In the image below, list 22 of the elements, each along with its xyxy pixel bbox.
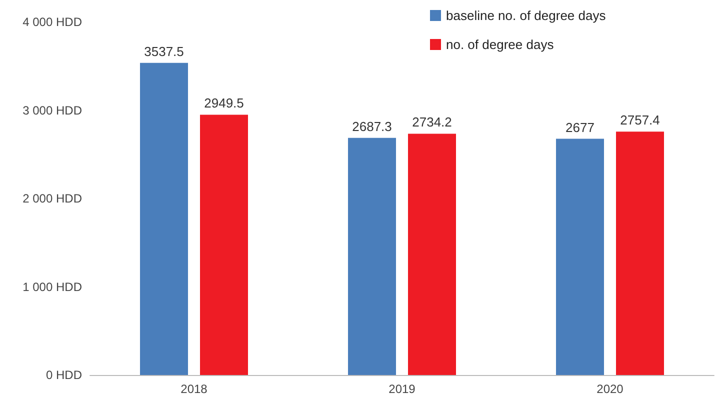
y-tick-label: 2 000 HDD (22, 192, 82, 206)
data-label: 2677 (566, 120, 594, 135)
bar (556, 138, 604, 375)
bar (348, 138, 396, 375)
data-label: 2949.5 (204, 96, 244, 111)
y-tick-label: 4 000 HDD (22, 15, 82, 29)
data-label: 2734.2 (412, 114, 452, 130)
legend-label: no. of degree days (446, 37, 554, 52)
y-tick-label: 0 HDD (46, 368, 82, 382)
y-tick-label: 3 000 HDD (22, 103, 82, 118)
data-label: 3537.5 (144, 44, 184, 59)
bar (140, 62, 188, 375)
bar (408, 134, 456, 375)
x-tick-label: 2020 (596, 382, 624, 396)
data-label: 2687.3 (352, 118, 392, 134)
bar (200, 114, 248, 375)
x-tick-label: 2018 (180, 382, 208, 396)
y-tick-label: 1 000 HDD (22, 280, 82, 294)
bar (616, 132, 664, 375)
data-label: 2757.4 (620, 112, 660, 128)
legend-label: baseline no. of degree days (446, 8, 606, 23)
x-tick-label: 2019 (388, 382, 416, 396)
